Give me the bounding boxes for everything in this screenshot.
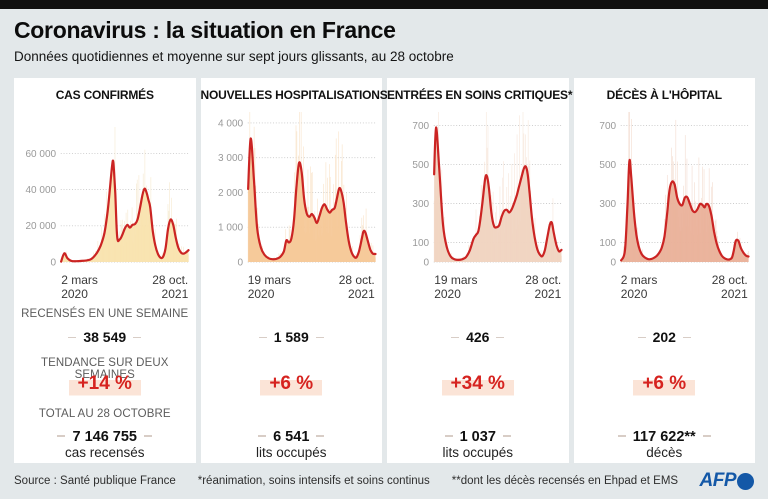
page-title: Coronavirus : la situation en France [14, 17, 396, 43]
week-value: 426 [387, 329, 569, 347]
week-label: RECENSÉS EN UNE SEMAINE [21, 308, 189, 320]
total-label: TOTAL AU 28 OCTOBRE [38, 408, 171, 420]
total-unit: lits occupés [255, 445, 327, 460]
afp-globe-icon [737, 472, 754, 490]
x-axis-end-label: 28 oct. 2021 [338, 273, 375, 301]
trend-value: +6 % [201, 372, 383, 396]
chart-deces-hopital: 0 100 300 500 700 [574, 110, 756, 270]
afp-logo: AFP [699, 470, 754, 492]
panel-entrees-soins-critiques: ENTRÉES EN SOINS CRITIQUES* 0 100 300 500 70… [387, 78, 573, 463]
x-start-year: 2020 [61, 286, 88, 301]
total-value: 1 037 [387, 428, 569, 446]
x-end-month: 28 oct. [152, 273, 189, 287]
x-end-year: 2021 [721, 286, 748, 301]
total-unit: lits occupés [442, 445, 514, 460]
panel-deces-hopital: DÉCÈS À L'HÔPITAL 0 100 300 500 700 2 mars 2… [573, 78, 756, 463]
week-value-text: 202 [631, 329, 698, 345]
svg-text:2 000: 2 000 [218, 188, 243, 199]
x-axis-start-label: 2 mars 2020 [61, 273, 98, 301]
svg-text:300: 300 [599, 199, 616, 210]
svg-text:60 000: 60 000 [25, 149, 56, 160]
x-end-month: 28 oct. [525, 273, 562, 287]
x-end-year: 2021 [348, 286, 375, 301]
total-value-text: 7 146 755 [50, 429, 159, 445]
x-end-month: 28 oct. [711, 273, 748, 287]
svg-text:300: 300 [412, 199, 429, 210]
total-value: 6 541 [201, 428, 383, 446]
chart-nouvelles-hospitalisations: 0 1 000 2 000 3 000 4 000 [201, 110, 383, 270]
trend-value: +14 % [14, 372, 196, 396]
trend-percent-text: +6 % [633, 372, 696, 396]
week-value: 202 [574, 329, 756, 347]
panel-title: CAS CONFIRMÉS [55, 88, 154, 102]
x-start-year: 2020 [434, 286, 461, 301]
week-value: 38 549 [14, 329, 196, 347]
footer: Source : Santé publique France *réanimat… [0, 463, 768, 499]
total-unit: cas recensés [64, 445, 145, 460]
svg-text:3 000: 3 000 [218, 153, 243, 164]
x-start-month: 19 mars [434, 273, 478, 287]
total-value: 7 146 755 [14, 428, 196, 446]
note-deaths: **dont les décès recensés en Ehpad et EM… [451, 475, 679, 487]
svg-text:20 000: 20 000 [25, 221, 56, 232]
week-value-text: 38 549 [61, 329, 148, 345]
panel-title: NOUVELLES HOSPITALISATIONS [200, 88, 388, 102]
top-black-bar [0, 0, 768, 9]
total-value-text: 117 622** [611, 429, 718, 445]
page-subtitle: Données quotidiennes et moyenne sur sept… [14, 49, 454, 64]
x-start-month: 2 mars [61, 273, 98, 287]
svg-text:0: 0 [610, 257, 616, 268]
total-value-text: 6 541 [251, 429, 331, 445]
x-end-year: 2021 [534, 286, 562, 301]
source-text: Source : Santé publique France [14, 475, 176, 487]
panel-title: ENTRÉES EN SOINS CRITIQUES* [387, 88, 573, 102]
note-critical-care: *réanimation, soins intensifs et soins c… [197, 475, 430, 487]
header: Coronavirus : la situation en France Don… [14, 9, 758, 64]
x-start-month: 19 mars [247, 273, 292, 287]
x-end-month: 28 oct. [338, 273, 375, 287]
chart-cas-confirmes: 0 20 000 40 000 60 000 [14, 110, 196, 270]
x-end-year: 2021 [161, 286, 189, 301]
x-axis-start-label: 2 mars 2020 [620, 273, 658, 301]
svg-text:4 000: 4 000 [218, 118, 243, 129]
svg-text:100: 100 [599, 238, 616, 249]
panel-title: DÉCÈS À L'HÔPITAL [606, 88, 722, 102]
x-start-month: 2 mars [620, 273, 658, 287]
svg-text:0: 0 [51, 257, 57, 268]
svg-text:0: 0 [424, 257, 430, 268]
total-value: 117 622** [574, 428, 756, 446]
x-axis-start-label: 19 mars 2020 [434, 273, 478, 301]
x-start-year: 2020 [247, 286, 275, 301]
svg-text:500: 500 [412, 160, 429, 171]
trend-percent-text: +14 % [68, 372, 141, 396]
afp-logo-text: AFP [699, 470, 737, 491]
panel-nouvelles-hospitalisations: NOUVELLES HOSPITALISATIONS 0 1 000 2 000 3 … [200, 78, 388, 463]
total-unit: décès [646, 445, 683, 460]
trend-percent-text: +6 % [260, 372, 323, 396]
x-axis-end-label: 28 oct. 2021 [711, 273, 748, 301]
svg-text:100: 100 [412, 238, 429, 249]
svg-text:1 000: 1 000 [218, 223, 243, 234]
trend-percent-text: +34 % [441, 372, 514, 396]
x-axis-start-label: 19 mars 2020 [247, 273, 292, 301]
panels-grid: CAS CONFIRMÉS 0 20 000 40 000 60 000 2 mars… [14, 78, 755, 463]
week-value-text: 1 589 [252, 329, 331, 345]
svg-text:0: 0 [237, 257, 243, 268]
x-axis-end-label: 28 oct. 2021 [525, 273, 562, 301]
svg-text:700: 700 [412, 121, 429, 132]
chart-entrees-soins-critiques: 0 100 300 500 700 [387, 110, 569, 270]
x-start-year: 2020 [620, 286, 648, 301]
trend-value: +6 % [574, 372, 756, 396]
total-value-text: 1 037 [438, 429, 518, 445]
x-axis-end-label: 28 oct. 2021 [152, 273, 189, 301]
svg-text:500: 500 [599, 160, 616, 171]
panel-cas-confirmes: CAS CONFIRMÉS 0 20 000 40 000 60 000 2 mars… [14, 78, 196, 463]
svg-text:40 000: 40 000 [25, 185, 56, 196]
svg-text:700: 700 [599, 121, 616, 132]
week-value: 1 589 [201, 329, 383, 347]
trend-value: +34 % [387, 372, 569, 396]
week-value-text: 426 [444, 329, 511, 345]
